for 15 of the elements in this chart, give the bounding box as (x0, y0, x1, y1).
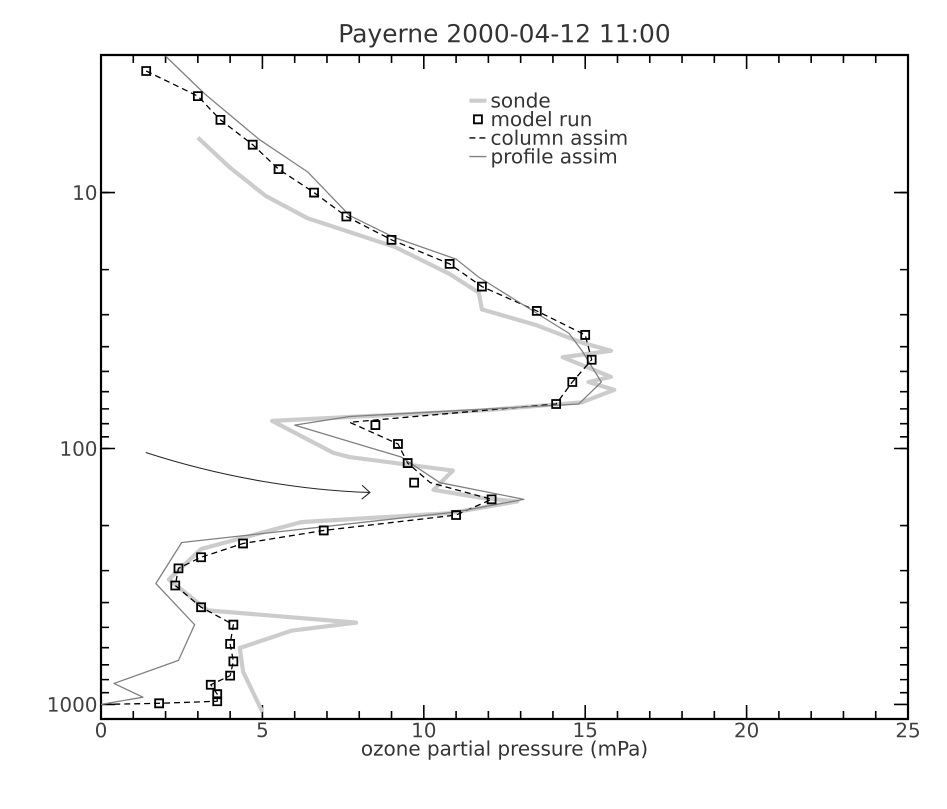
y-tick-label: 1000 (48, 696, 96, 712)
x-axis-title: ozone partial pressure (mPa) (362, 740, 646, 760)
y-tick-label: 100 (62, 440, 96, 456)
x-tick-label: 20 (735, 722, 758, 738)
y-tick-label: 10 (74, 185, 96, 200)
x-tick-label: 5 (258, 722, 268, 738)
chart-title: Payerne 2000-04-12 11:00 (340, 24, 670, 48)
x-tick-label: 15 (574, 722, 596, 738)
x-tick-label: 0 (96, 722, 106, 738)
x-tick-label: 10 (413, 722, 436, 738)
x-tick-label: 25 (896, 722, 919, 738)
legend-label: column assim (492, 130, 626, 146)
legend-label: sonde (492, 92, 550, 108)
legend-label: model run (492, 110, 591, 126)
legend-label: profile assim (492, 148, 616, 168)
